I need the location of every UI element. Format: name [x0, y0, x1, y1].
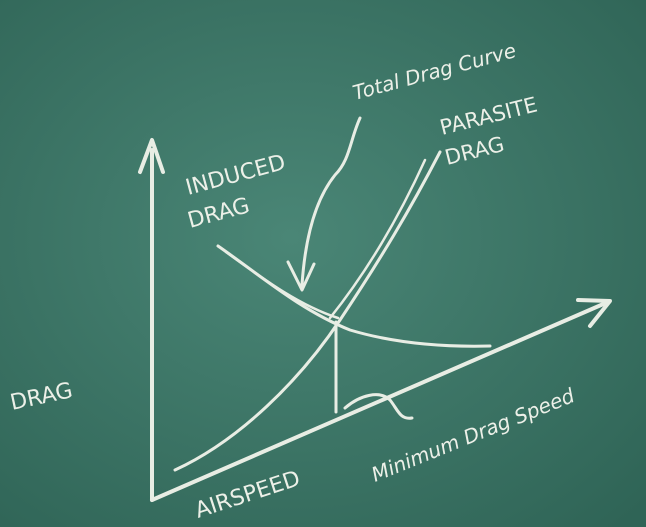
page: Total Drag Curve PARASITE DRAG INDUCED D… — [0, 0, 646, 527]
board — [0, 0, 646, 527]
chalkboard-diagram: Total Drag Curve PARASITE DRAG INDUCED D… — [0, 0, 646, 527]
